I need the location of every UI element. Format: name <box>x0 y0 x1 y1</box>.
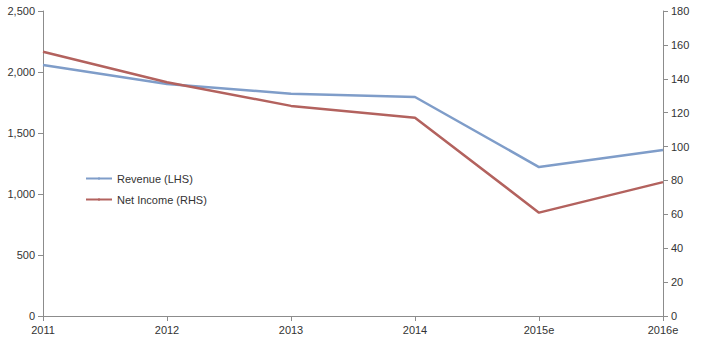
svg-text:140: 140 <box>671 73 689 85</box>
svg-text:0: 0 <box>671 310 677 322</box>
svg-text:500: 500 <box>17 249 35 261</box>
svg-text:2016e: 2016e <box>648 324 679 336</box>
svg-text:1,000: 1,000 <box>7 188 35 200</box>
svg-text:120: 120 <box>671 107 689 119</box>
svg-text:60: 60 <box>671 208 683 220</box>
svg-text:100: 100 <box>671 141 689 153</box>
svg-text:80: 80 <box>671 174 683 186</box>
svg-text:40: 40 <box>671 242 683 254</box>
svg-text:2011: 2011 <box>31 324 55 336</box>
svg-text:Net Income (RHS): Net Income (RHS) <box>117 194 207 206</box>
svg-text:2012: 2012 <box>155 324 179 336</box>
svg-text:160: 160 <box>671 39 689 51</box>
svg-text:2013: 2013 <box>279 324 303 336</box>
svg-text:2014: 2014 <box>403 324 427 336</box>
svg-text:Revenue (LHS): Revenue (LHS) <box>117 173 193 185</box>
svg-text:2,500: 2,500 <box>7 5 35 17</box>
svg-text:1,500: 1,500 <box>7 127 35 139</box>
svg-text:2015e: 2015e <box>524 324 555 336</box>
svg-text:2,000: 2,000 <box>7 66 35 78</box>
svg-text:20: 20 <box>671 276 683 288</box>
svg-text:0: 0 <box>29 310 35 322</box>
svg-text:180: 180 <box>671 5 689 17</box>
